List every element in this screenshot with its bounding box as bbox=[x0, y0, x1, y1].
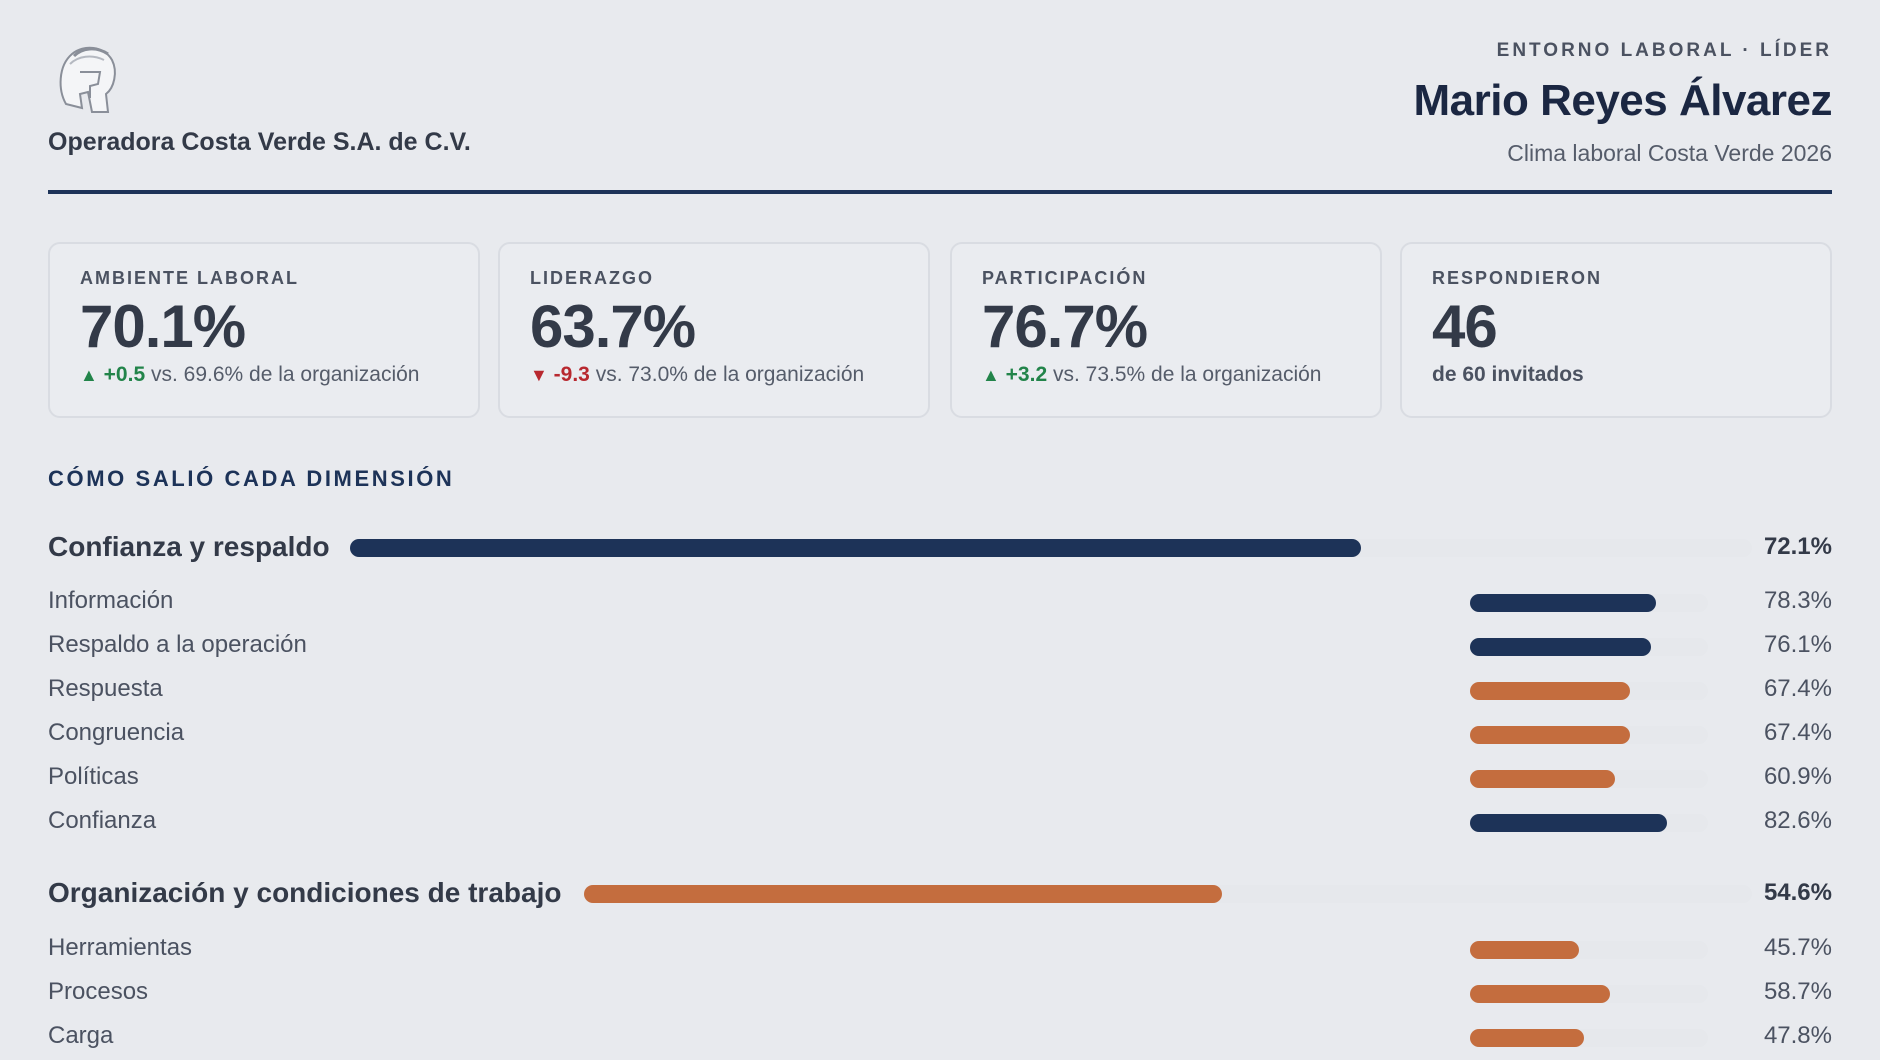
kpi-value: 63.7% bbox=[530, 293, 696, 360]
subdimension-label: Congruencia bbox=[48, 719, 185, 746]
subdimension-row: Herramientas 45.7% bbox=[48, 928, 1832, 968]
subdimension-row: Políticas 60.9% bbox=[48, 757, 1832, 797]
survey-name: Clima laboral Costa Verde 2026 bbox=[1507, 140, 1832, 166]
subdimension-bar-track bbox=[1470, 682, 1708, 700]
arrow-up-icon: ▲ bbox=[982, 365, 1000, 385]
subdimension-bar bbox=[1470, 941, 1579, 959]
dimension-label: Organización y condiciones de trabajo bbox=[48, 877, 562, 908]
report-header: Operadora Costa Verde S.A. de C.V. ENTOR… bbox=[48, 0, 1832, 194]
subdimension-bar-track bbox=[1470, 814, 1708, 832]
subdimension-pct: 58.7% bbox=[1763, 978, 1832, 1005]
subdimension-label: Respaldo a la operación bbox=[48, 631, 307, 658]
dimension-bar-track bbox=[350, 539, 1752, 557]
subdimension-row: Procesos 58.7% bbox=[48, 972, 1832, 1012]
subdimension-label: Información bbox=[48, 587, 174, 614]
subdimension-bar-track bbox=[1470, 941, 1708, 959]
kpi-delta-text: vs. 73.5% de la organización bbox=[1052, 363, 1322, 386]
subdimension-bar bbox=[1470, 1029, 1584, 1047]
company-name: Operadora Costa Verde S.A. de C.V. bbox=[48, 128, 471, 156]
subdimension-label: Confianza bbox=[48, 807, 157, 834]
subdimension-label: Procesos bbox=[48, 978, 149, 1005]
subdimension-bar bbox=[1470, 770, 1615, 788]
subdimension-bar bbox=[1470, 814, 1667, 832]
subdimension-row: Confianza 82.6% bbox=[48, 801, 1832, 841]
subdimension-bar-track bbox=[1470, 594, 1708, 612]
dimension-label: Confianza y respaldo bbox=[48, 531, 330, 562]
kpi-cards: AMBIENTE LABORAL 70.1% ▲ +0.5 vs. 69.6% … bbox=[48, 242, 1832, 418]
kpi-label: AMBIENTE LABORAL bbox=[80, 268, 299, 288]
subdimension-row: Información 78.3% bbox=[48, 581, 1832, 621]
subdimension-bar-track bbox=[1470, 1029, 1708, 1047]
section-title: CÓMO SALIÓ CADA DIMENSIÓN bbox=[48, 466, 455, 491]
subdimension-pct: 60.9% bbox=[1763, 763, 1832, 790]
subdimension-bar bbox=[1470, 594, 1657, 612]
dimension-row: Confianza y respaldo 72.1% bbox=[48, 527, 1832, 567]
kpi-label: RESPONDIERON bbox=[1432, 268, 1603, 288]
kpi-delta-value: +0.5 bbox=[103, 363, 146, 386]
subdimension-label: Herramientas bbox=[48, 934, 193, 961]
subdimension-pct: 67.4% bbox=[1763, 719, 1832, 746]
report-eyebrow: ENTORNO LABORAL · LÍDER bbox=[1496, 40, 1832, 61]
subdimension-pct: 45.7% bbox=[1763, 934, 1832, 961]
subdimension-bar bbox=[1470, 985, 1610, 1003]
subdimension-bar bbox=[1470, 638, 1652, 656]
kpi-card-respondieron: RESPONDIERON 46 de 60 invitados bbox=[1400, 242, 1832, 418]
dimension-bar bbox=[350, 539, 1361, 557]
kpi-delta-value: +3.2 bbox=[1005, 363, 1048, 386]
subdimension-row: Carga 47.8% bbox=[48, 1016, 1832, 1056]
subdimension-row: Respaldo a la operación 76.1% bbox=[48, 625, 1832, 665]
kpi-delta-value: -9.3 bbox=[553, 363, 590, 386]
kpi-delta: ▲ +3.2 vs. 73.5% de la organización bbox=[982, 363, 1380, 387]
subdimension-pct: 47.8% bbox=[1763, 1022, 1832, 1049]
kpi-card-ambiente: AMBIENTE LABORAL 70.1% ▲ +0.5 vs. 69.6% … bbox=[48, 242, 480, 418]
subdimension-row: Respuesta 67.4% bbox=[48, 669, 1832, 709]
kpi-delta-text: vs. 69.6% de la organización bbox=[150, 363, 420, 386]
subdimension-pct: 78.3% bbox=[1763, 587, 1832, 614]
subdimension-bar bbox=[1470, 682, 1631, 700]
arrow-up-icon: ▲ bbox=[80, 365, 98, 385]
subdimension-pct: 76.1% bbox=[1763, 631, 1832, 658]
kpi-label: LIDERAZGO bbox=[530, 268, 654, 288]
kpi-value: 76.7% bbox=[982, 293, 1148, 360]
kpi-value: 70.1% bbox=[80, 293, 246, 360]
dimension-bar-track bbox=[584, 885, 1752, 903]
kpi-delta: ▲ +0.5 vs. 69.6% de la organización bbox=[80, 363, 478, 387]
dimension-pct: 54.6% bbox=[1763, 879, 1832, 906]
leader-name: Mario Reyes Álvarez bbox=[1413, 76, 1833, 125]
spartan-helmet-icon bbox=[59, 46, 116, 113]
subdimension-pct: 67.4% bbox=[1763, 675, 1832, 702]
subdimension-bar bbox=[1470, 726, 1631, 744]
subdimension-row: Congruencia 67.4% bbox=[48, 713, 1832, 753]
kpi-subtext: de 60 invitados bbox=[1432, 363, 1584, 386]
subdimension-label: Políticas bbox=[48, 763, 139, 790]
subdimension-bar-track bbox=[1470, 638, 1708, 656]
header-right: ENTORNO LABORAL · LÍDER Mario Reyes Álva… bbox=[1414, 40, 1833, 167]
dimension-row: Organización y condiciones de trabajo 54… bbox=[48, 873, 1832, 913]
arrow-down-icon: ▼ bbox=[530, 365, 548, 385]
kpi-delta: ▼ -9.3 vs. 73.0% de la organización bbox=[530, 363, 928, 387]
subdimension-bar-track bbox=[1470, 726, 1708, 744]
subdimension-label: Carga bbox=[48, 1022, 114, 1049]
kpi-value: 46 bbox=[1432, 293, 1498, 360]
subdimension-bar-track bbox=[1470, 985, 1708, 1003]
subdimension-label: Respuesta bbox=[48, 675, 163, 702]
kpi-label: PARTICIPACIÓN bbox=[982, 268, 1148, 288]
subdimension-pct: 82.6% bbox=[1763, 807, 1832, 834]
kpi-delta-text: vs. 73.0% de la organización bbox=[595, 363, 865, 386]
subdimension-bar-track bbox=[1470, 770, 1708, 788]
kpi-card-liderazgo: LIDERAZGO 63.7% ▼ -9.3 vs. 73.0% de la o… bbox=[498, 242, 930, 418]
dimension-pct: 72.1% bbox=[1763, 533, 1832, 560]
dimension-bar bbox=[584, 885, 1222, 903]
kpi-card-participacion: PARTICIPACIÓN 76.7% ▲ +3.2 vs. 73.5% de … bbox=[950, 242, 1382, 418]
